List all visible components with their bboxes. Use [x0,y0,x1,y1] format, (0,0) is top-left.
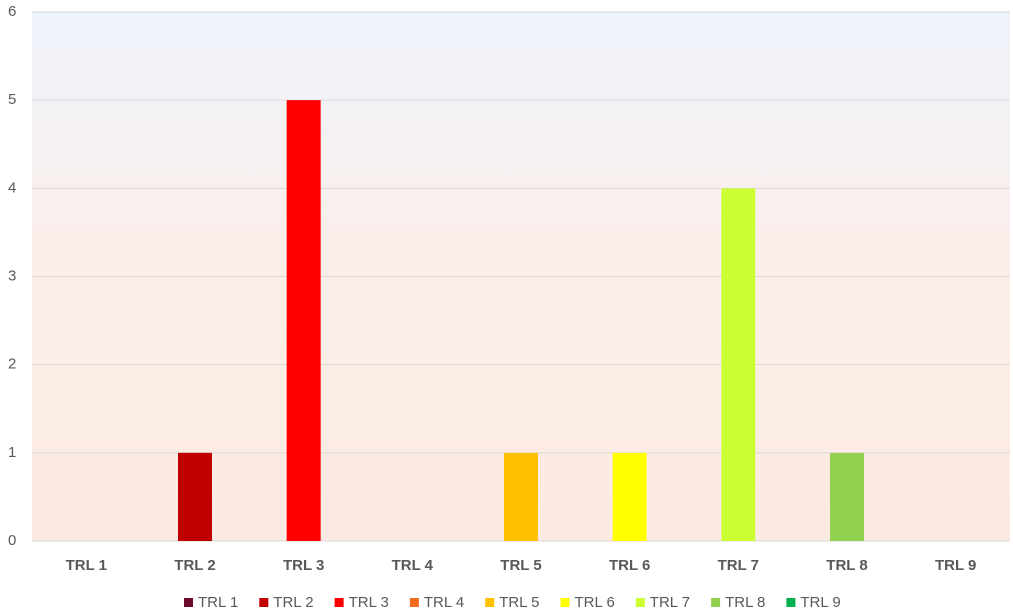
y-tick-label: 2 [8,356,16,373]
x-tick-label: TRL 3 [283,557,324,574]
bar [286,100,321,542]
y-tick-label: 6 [8,3,16,20]
legend-label: TRL 1 [198,594,238,611]
legend-swatch [184,598,193,607]
bar [612,452,647,541]
legend-label: TRL 4 [424,594,464,611]
bar [504,452,538,541]
x-tick-label: TRL 2 [174,557,215,574]
x-tick-label: TRL 4 [392,557,434,574]
legend-swatch [334,598,344,607]
bar [830,452,864,541]
x-tick-label: TRL 6 [609,557,650,574]
legend-swatch [635,598,645,607]
bar [721,188,756,542]
legend-label: TRL 2 [273,594,313,611]
legend-swatch [786,598,796,607]
legend-swatch [409,598,419,607]
legend-label: TRL 9 [800,594,840,611]
legend-swatch [560,598,570,607]
y-tick-label: 0 [8,532,16,549]
y-tick-label: 1 [8,444,16,461]
y-tick-label: 4 [8,179,16,196]
bar [178,452,212,541]
y-tick-label: 5 [8,91,16,108]
legend-label: TRL 5 [499,594,539,611]
legend-label: TRL 6 [575,594,615,611]
legend-swatch [485,598,495,607]
legend-swatch [711,598,721,607]
x-tick-label: TRL 1 [66,557,107,574]
x-tick-label: TRL 9 [935,557,976,574]
x-tick-label: TRL 7 [718,557,759,574]
legend-label: TRL 7 [650,594,690,611]
x-tick-label: TRL 8 [826,557,867,574]
legend-label: TRL 3 [349,594,389,611]
x-tick-label: TRL 5 [500,557,541,574]
legend-swatch [259,598,269,607]
legend-label: TRL 8 [725,594,765,611]
y-tick-label: 3 [8,267,16,284]
